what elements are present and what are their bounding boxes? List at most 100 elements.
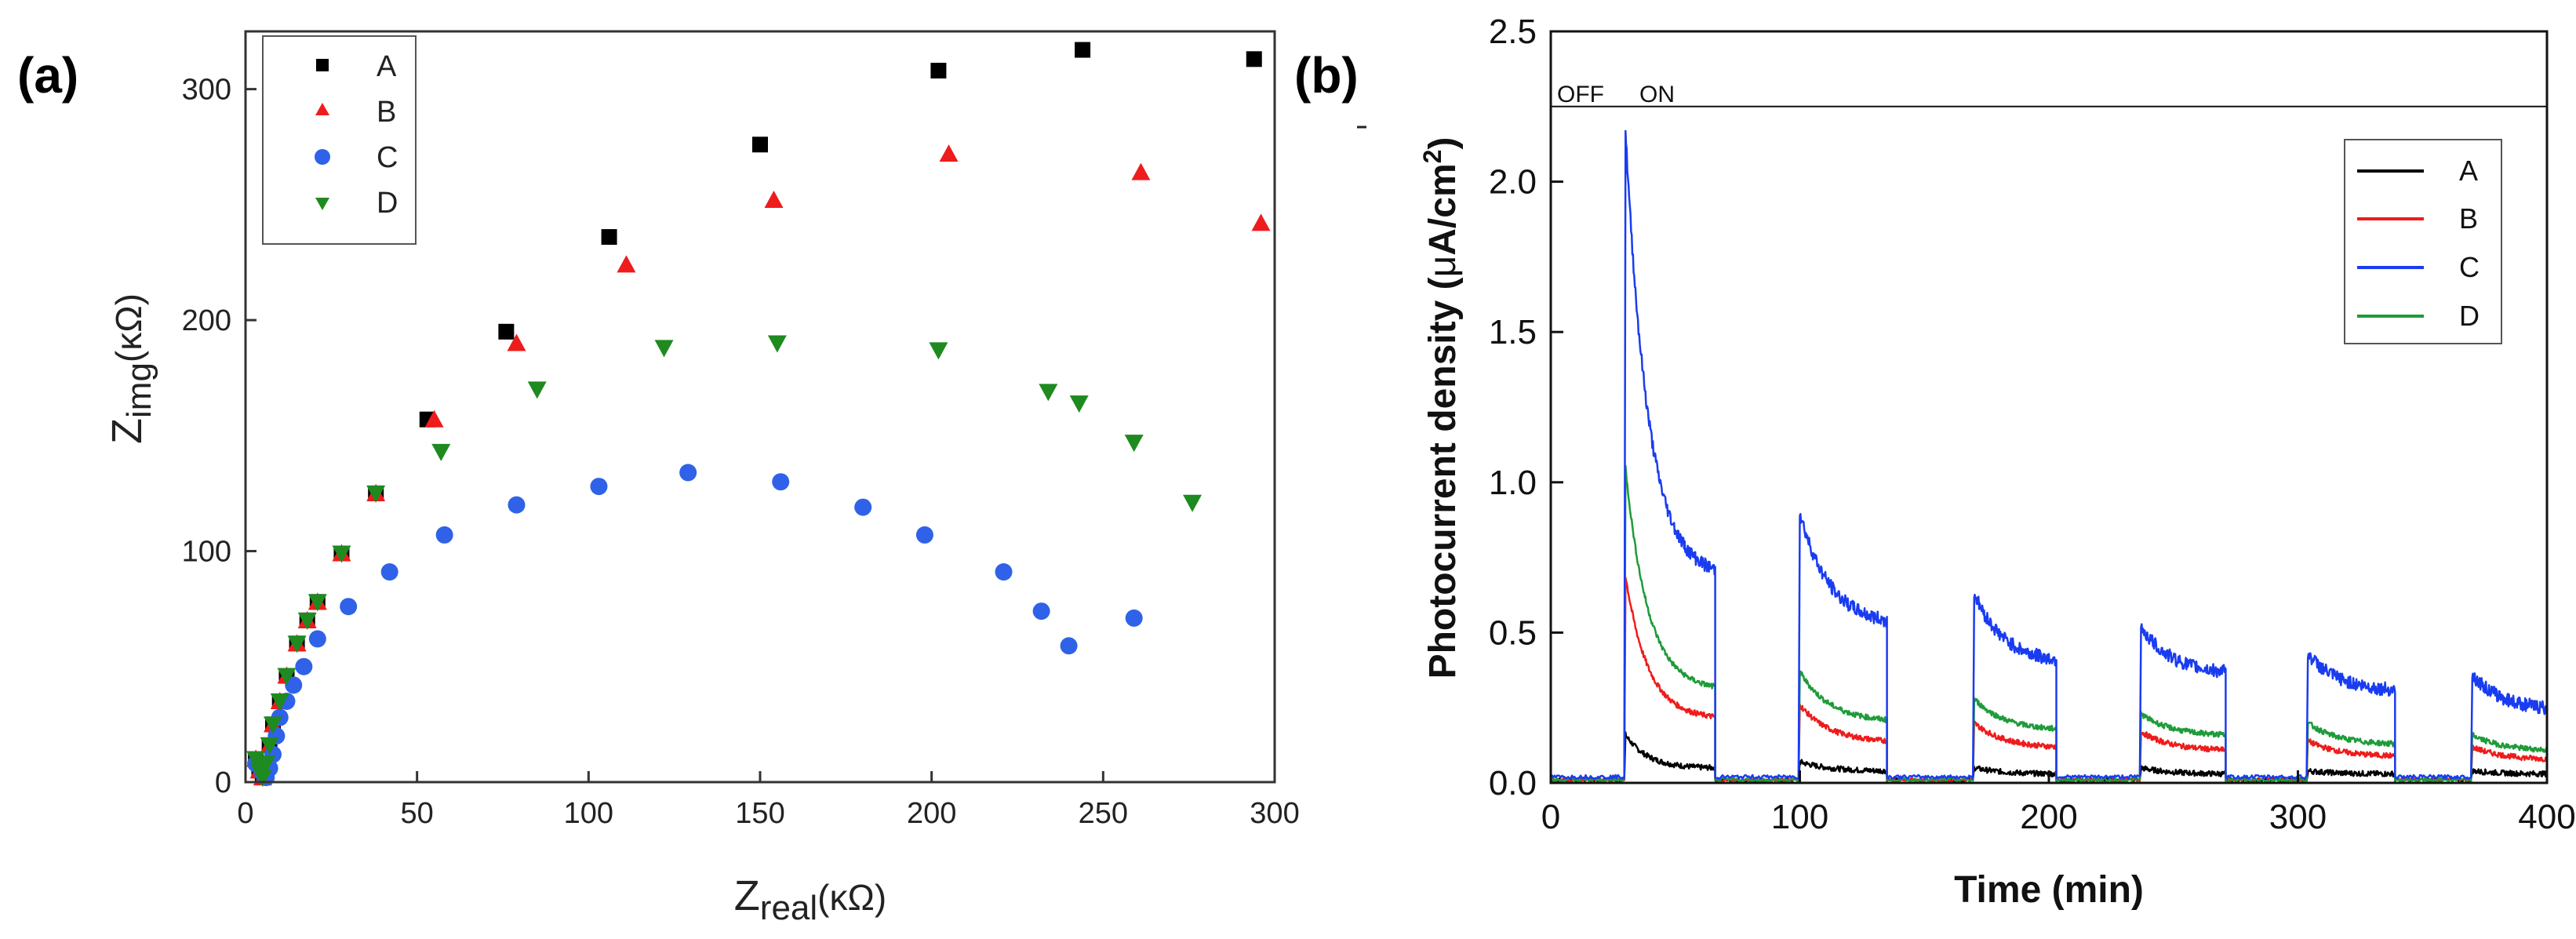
b-x-tick-label: 200 (2020, 798, 2077, 836)
a-point-A (930, 63, 947, 79)
a-point-C (380, 563, 398, 581)
b-y-tick-label: 2.0 (1489, 163, 1537, 202)
a-point-C (1032, 602, 1050, 621)
b-x-tick-label: 400 (2518, 798, 2575, 836)
panel-a-y-ticks: 0 100 200 300 (182, 74, 257, 799)
a-point-B (939, 144, 959, 162)
b-x-tick-label: 100 (1771, 798, 1828, 836)
a-y-tick-label: 100 (182, 536, 231, 569)
a-point-D (527, 381, 547, 399)
a-point-C (590, 478, 608, 496)
a-point-D (297, 612, 317, 630)
a-point-C (508, 496, 526, 514)
a-y-tick-label: 300 (182, 74, 231, 107)
a-point-B (424, 409, 444, 428)
a-x-tick-label: 300 (1250, 797, 1299, 830)
legend-b-label-A: A (2459, 155, 2478, 187)
a-point-D (332, 545, 351, 563)
a-x-tick-label: 250 (1079, 797, 1128, 830)
panel-b-legend: A B C D (2344, 139, 2502, 344)
legend-b-label-D: D (2459, 300, 2480, 332)
panel-a-marks (246, 42, 1271, 788)
panel-a-label: (a) (17, 47, 78, 104)
a-point-B (507, 333, 526, 351)
a-y-tick-label: 0 (215, 766, 231, 799)
b-y-tick-label: 1.5 (1489, 313, 1537, 351)
legend-a-marker-C (315, 149, 330, 165)
a-point-C (679, 464, 697, 482)
b-x-tick-label: 0 (1541, 798, 1560, 836)
a-point-C (308, 630, 326, 648)
b-x-tick-label: 300 (2269, 798, 2327, 836)
a-point-D (1039, 384, 1058, 402)
a-point-D (257, 755, 276, 773)
a-point-D (366, 485, 386, 503)
legend-a-marker-A (316, 59, 329, 71)
y-title-main: Photocurrent density ( (1422, 277, 1464, 679)
a-point-C (1060, 637, 1078, 655)
y-title-unit: (κΩ) (108, 293, 149, 362)
a-point-C (854, 498, 872, 516)
a-y-tick-label: 200 (182, 304, 231, 337)
a-point-D (1183, 494, 1202, 512)
b-series-line-C (1549, 129, 2549, 780)
panel-a-legend-box (262, 35, 417, 245)
a-point-D (260, 737, 279, 755)
panel-b-x-ticks: 0 100 200 300 400 (1541, 770, 2576, 836)
a-point-D (307, 594, 327, 612)
a-point-D (767, 335, 787, 353)
x-title-unit: (κΩ) (817, 877, 886, 918)
a-point-D (654, 340, 674, 358)
x-title-main: Z (734, 872, 760, 919)
a-point-C (340, 598, 358, 616)
a-point-D (270, 693, 289, 711)
a-point-B (764, 190, 784, 208)
a-point-D (277, 668, 297, 686)
b-series-line-B (1550, 576, 2549, 783)
a-point-D (1124, 435, 1144, 453)
a-point-C (435, 526, 453, 544)
b-series-line-D (1549, 464, 2549, 783)
a-point-C (1125, 609, 1143, 627)
legend-b-label-B: B (2459, 202, 2478, 235)
y-title-close: ) (1422, 137, 1464, 150)
y-title-main: Z (104, 418, 151, 444)
a-point-A (752, 136, 768, 153)
legend-a-marker-B (315, 103, 329, 115)
legend-a-label-C: C (377, 141, 398, 174)
b-y-tick-label: 2.5 (1489, 13, 1537, 51)
a-point-D (287, 635, 307, 653)
panel-b-x-axis-title: Time (min) (1954, 869, 2144, 911)
state-on-label: ON (1639, 82, 1675, 107)
legend-a-label-B: B (377, 96, 396, 129)
y-title-sup: 2 (1418, 150, 1446, 164)
a-x-tick-label: 150 (735, 797, 784, 830)
panel-a-x-ticks: 0 50 100 150 200 250 300 (237, 771, 1300, 830)
a-point-C (295, 657, 313, 675)
a-x-tick-label: 100 (564, 797, 613, 830)
legend-a-marker-D (315, 198, 329, 210)
a-point-D (929, 342, 948, 360)
panel-b-lines (1549, 129, 2549, 783)
a-point-C (772, 473, 790, 491)
b-y-tick-label: 0.0 (1489, 764, 1537, 803)
panel-a-y-axis-title: Zimg(κΩ) (104, 293, 158, 444)
a-point-D (1069, 395, 1089, 413)
panel-b-y-axis-title: Photocurrent density (μA/cm2) (1418, 137, 1464, 679)
a-point-D (253, 770, 272, 788)
a-point-C (915, 526, 933, 544)
a-point-C (995, 563, 1013, 581)
a-point-D (246, 751, 266, 769)
state-off-label: OFF (1557, 82, 1604, 107)
a-point-A (1075, 42, 1091, 58)
y-title-unit: A/cm (1422, 163, 1464, 255)
a-point-A (498, 323, 515, 340)
legend-b-label-C: C (2459, 251, 2480, 283)
b-y-tick-label: 0.5 (1489, 613, 1537, 652)
panel-a: (a) 0 50 100 150 200 250 300 0 100 200 300 A B C … (17, 30, 1300, 927)
panel-a-legend: A B C D (262, 35, 417, 245)
a-point-A (601, 229, 617, 246)
b-y-tick-label: 1.0 (1489, 464, 1537, 502)
a-x-tick-label: 50 (401, 797, 434, 830)
